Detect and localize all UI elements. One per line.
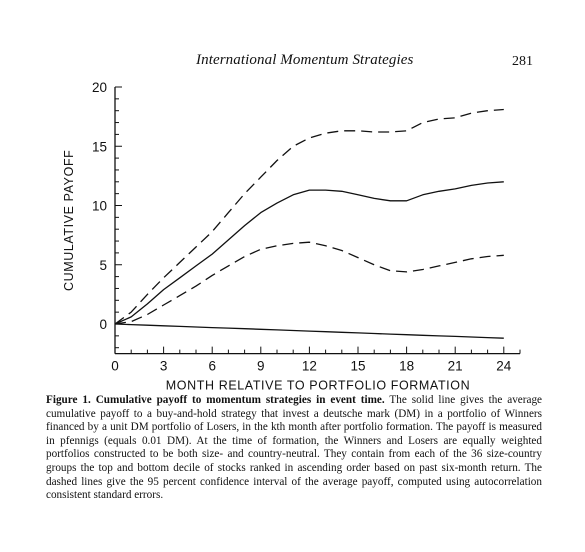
chart-axes — [114, 86, 521, 355]
series-line-4 — [114, 323, 504, 339]
y-tick-label: 15 — [92, 139, 107, 154]
y-axis-title: CUMULATIVE PAYOFF — [62, 150, 76, 291]
x-tick-label: 15 — [350, 359, 365, 374]
y-tick-label: 0 — [99, 317, 107, 332]
x-tick-label: 6 — [208, 359, 216, 374]
x-tick-label: 3 — [160, 359, 168, 374]
x-tick-label: 9 — [257, 359, 265, 374]
y-tick-label: 10 — [92, 199, 107, 214]
caption-body: The solid line gives the average cumulat… — [46, 394, 543, 502]
caption-lead: Figure 1. Cumulative payoff to momentum … — [46, 394, 385, 406]
payoff-chart: 0 5 10 15 20 0 3 6 9 12 15 18 21 24 MONTH RELATIVE TO … — [62, 80, 521, 393]
running-title: International Momentum Strategies — [196, 52, 414, 68]
y-tick-label: 20 — [92, 80, 107, 95]
series-line-1 — [114, 108, 504, 325]
x-axis-title: MONTH RELATIVE TO PORTFOLIO FORMATION — [166, 379, 470, 393]
y-tick-label: 5 — [99, 258, 107, 273]
x-tick-label: 0 — [111, 359, 119, 374]
series-line-3 — [114, 241, 504, 325]
series-line-2 — [114, 181, 504, 325]
running-head: International Momentum Strategies 281 — [0, 52, 585, 72]
figure-caption: Figure 1. Cumulative payoff to momentum … — [46, 394, 542, 503]
x-tick-label: 18 — [399, 359, 414, 374]
chart-series — [114, 108, 504, 339]
chart-labels: 0 5 10 15 20 0 3 6 9 12 15 18 21 24 MONTH RELATIVE TO … — [62, 80, 512, 393]
page-number: 281 — [512, 54, 533, 69]
x-tick-label: 24 — [496, 359, 512, 374]
x-tick-label: 21 — [448, 359, 463, 374]
x-tick-label: 12 — [302, 359, 317, 374]
